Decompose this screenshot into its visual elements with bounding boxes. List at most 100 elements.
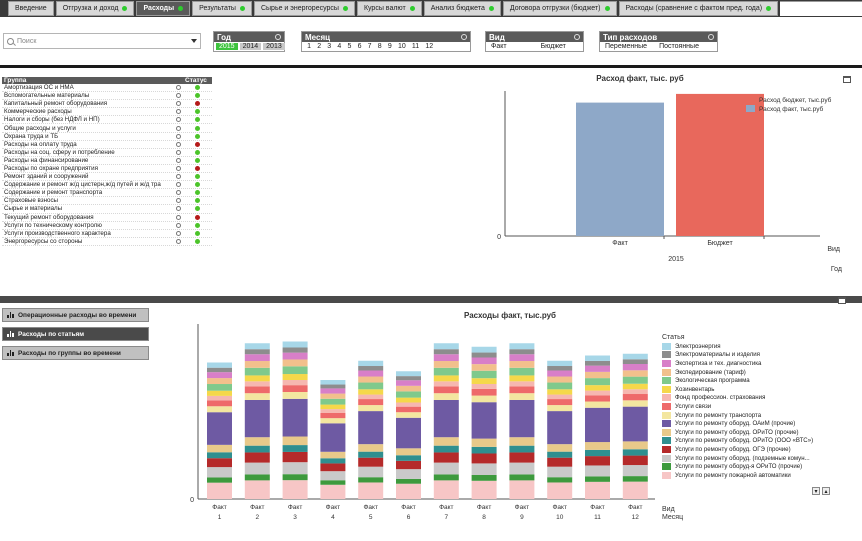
bar-segment[interactable] xyxy=(358,477,384,483)
bar-segment[interactable] xyxy=(547,376,573,383)
settings-icon[interactable] xyxy=(176,238,181,244)
bar-segment[interactable] xyxy=(622,383,648,390)
bar-segment[interactable] xyxy=(433,393,459,400)
bar-segment[interactable] xyxy=(471,402,497,439)
bar-segment[interactable] xyxy=(320,480,346,485)
search-icon[interactable] xyxy=(275,34,281,40)
bar-segment[interactable] xyxy=(207,458,232,468)
bar-segment[interactable] xyxy=(509,445,535,453)
tab-3[interactable]: Расходы xyxy=(136,1,191,16)
bar-segment[interactable] xyxy=(282,385,308,393)
chevron-down-icon[interactable] xyxy=(191,39,197,43)
table-row[interactable]: Страховые взносы xyxy=(2,197,212,206)
bar-segment[interactable] xyxy=(585,476,610,482)
maximize-icon[interactable] xyxy=(843,76,851,83)
bar-segment[interactable] xyxy=(207,477,232,483)
legend-item[interactable]: Услуги по ремонту оборуд-я ОРиТО (прочие… xyxy=(662,462,842,471)
bar-segment[interactable] xyxy=(585,355,610,361)
settings-icon[interactable] xyxy=(176,101,181,107)
bar-segment[interactable] xyxy=(547,482,573,499)
bar-segment[interactable] xyxy=(396,391,421,398)
month-value[interactable]: 11 xyxy=(411,43,420,50)
bar-segment[interactable] xyxy=(622,359,648,365)
bar-segment[interactable] xyxy=(396,417,421,449)
bar-segment[interactable] xyxy=(585,378,610,386)
legend-item[interactable]: Услуги по ремонту оборуд. ОРиТО (прочие) xyxy=(662,428,842,437)
bar-segment[interactable] xyxy=(320,451,346,459)
month-value[interactable]: 5 xyxy=(347,43,352,50)
month-value[interactable]: 6 xyxy=(357,43,362,50)
bar-segment[interactable] xyxy=(547,360,573,367)
bar-segment[interactable] xyxy=(622,376,648,384)
bar-segment[interactable] xyxy=(207,406,232,413)
bar-segment[interactable] xyxy=(509,399,535,438)
bar-segment[interactable] xyxy=(547,399,573,406)
bar-segment[interactable] xyxy=(585,385,610,391)
bar-segment[interactable] xyxy=(320,384,346,389)
bar-segment[interactable] xyxy=(358,382,384,390)
column-header-status[interactable]: Статус xyxy=(185,77,207,84)
bar-segment[interactable] xyxy=(358,457,384,467)
tab-5[interactable]: Сырье и энергоресурсы xyxy=(253,1,355,16)
tab-1[interactable]: Введение xyxy=(8,1,54,16)
table-row[interactable]: Коммерческие расходы xyxy=(2,108,212,117)
bar-segment[interactable] xyxy=(320,471,346,481)
bar-segment[interactable] xyxy=(320,484,346,499)
bar-segment[interactable] xyxy=(585,401,610,408)
bar-segment[interactable] xyxy=(622,455,648,466)
bar-segment[interactable] xyxy=(585,442,610,450)
settings-icon[interactable] xyxy=(176,93,181,99)
bar-segment[interactable] xyxy=(282,480,308,499)
bar-segment[interactable] xyxy=(547,382,573,390)
bar-segment[interactable] xyxy=(396,455,421,461)
bar-segment[interactable] xyxy=(547,457,573,467)
bar-segment[interactable] xyxy=(320,409,346,413)
bar-segment[interactable] xyxy=(320,380,346,385)
bar-segment[interactable] xyxy=(622,449,648,456)
settings-icon[interactable] xyxy=(176,125,181,131)
bar-segment[interactable] xyxy=(396,460,421,470)
bar-segment[interactable] xyxy=(358,376,384,383)
bar-segment[interactable] xyxy=(207,395,232,401)
table-row[interactable]: Общие расходы и услуги xyxy=(2,124,212,133)
bar-segment[interactable] xyxy=(471,475,497,481)
table-row[interactable]: Расходы на оплату труда xyxy=(2,141,212,149)
bar-segment[interactable] xyxy=(282,374,308,381)
bar-segment[interactable] xyxy=(320,463,346,472)
bar-segment[interactable] xyxy=(509,381,535,387)
bar-segment[interactable] xyxy=(471,395,497,403)
bar-segment[interactable] xyxy=(282,462,308,475)
bar-segment[interactable] xyxy=(471,364,497,371)
scroll-down-icon[interactable]: ▾ xyxy=(812,487,820,495)
month-value[interactable]: 2 xyxy=(317,43,322,50)
legend-item[interactable]: Услуги по ремонту пожарной автоматики xyxy=(662,471,842,480)
bar-segment[interactable] xyxy=(244,452,270,463)
bar-segment[interactable] xyxy=(509,386,535,394)
bar-segment[interactable] xyxy=(433,381,459,387)
bar-segment[interactable] xyxy=(396,469,421,479)
settings-icon[interactable] xyxy=(176,222,181,228)
month-value[interactable]: 12 xyxy=(425,43,434,50)
table-row[interactable]: Расходы на финансирование xyxy=(2,157,212,165)
bar-segment[interactable] xyxy=(282,359,308,367)
month-value[interactable]: 8 xyxy=(377,43,382,50)
bar-segment[interactable] xyxy=(509,452,535,463)
bar-segment[interactable] xyxy=(622,394,648,401)
table-row[interactable]: Услуги производственного характера xyxy=(2,230,212,238)
tab-6[interactable]: Курсы валют xyxy=(356,1,422,16)
legend-item[interactable]: Экспертиза и тех. диагностика xyxy=(662,359,842,368)
settings-icon[interactable] xyxy=(176,157,181,163)
legend-item[interactable]: Электроэнергия xyxy=(662,342,842,351)
legend-item[interactable]: Услуги по ремонту транспорта xyxy=(662,411,842,420)
bar-segment[interactable] xyxy=(547,444,573,452)
table-row[interactable]: Налоги и сборы (без НДФЛ и НП) xyxy=(2,116,212,125)
bar-segment[interactable] xyxy=(509,361,535,368)
bar-segment[interactable] xyxy=(358,405,384,412)
year-value[interactable]: 2013 xyxy=(263,43,285,50)
bar-segment[interactable] xyxy=(282,380,308,386)
bar-segment[interactable] xyxy=(358,444,384,452)
tab-8[interactable]: Договора отгрузки (бюджет) xyxy=(502,1,617,16)
bar-segment[interactable] xyxy=(396,376,421,381)
bar-segment[interactable] xyxy=(396,412,421,418)
bar-segment[interactable] xyxy=(585,390,610,396)
